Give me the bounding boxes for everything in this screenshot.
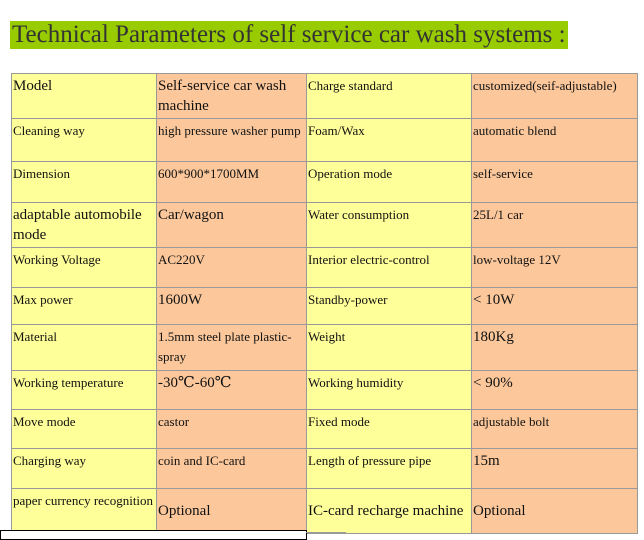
parameter-value: < 90%	[471, 370, 638, 410]
parameter-label: Operation mode	[306, 161, 472, 203]
parameter-value: 15m	[471, 448, 638, 489]
parameter-label: Charge standard	[306, 73, 472, 119]
table-row: adaptable automobile mode Car/wagon Water …	[11, 202, 638, 248]
parameter-value: self-service	[471, 161, 638, 203]
parameter-label: Model	[11, 73, 157, 119]
parameter-label: Interior electric-control	[306, 247, 472, 288]
table-row: Model Self-service car wash machine Charge…	[11, 73, 638, 119]
parameter-value: 1600W	[156, 287, 307, 325]
parameter-value: low-voltage 12V	[471, 247, 638, 288]
parameter-label: Working Voltage	[11, 247, 157, 288]
parameter-value: -30℃-60℃	[156, 370, 307, 410]
table-row: Working temperature -30℃-60℃ Working humid…	[11, 370, 638, 410]
parameter-value: coin and IC-card	[156, 448, 307, 489]
parameter-value: 1.5mm steel plate plastic-spray	[156, 324, 307, 371]
parameter-label: adaptable automobile mode	[11, 202, 157, 248]
parameter-value: castor	[156, 409, 307, 449]
table-row: Max power 1600W Standby-power < 10W	[11, 287, 638, 325]
parameter-label: Cleaning way	[11, 118, 157, 162]
parameter-value: adjustable bolt	[471, 409, 638, 449]
technical-parameters-table: Model Self-service car wash machine Charge…	[11, 73, 638, 534]
parameter-value: AC220V	[156, 247, 307, 288]
parameter-label: IC-card recharge machine	[306, 488, 472, 534]
truncated-caption-box	[0, 530, 307, 540]
parameter-label: Working temperature	[11, 370, 157, 410]
parameter-label: Standby-power	[306, 287, 472, 325]
parameter-value: customized(seif-adjustable)	[471, 73, 638, 119]
parameter-value: Self-service car wash machine	[156, 73, 307, 119]
parameter-label: paper currency recognition	[11, 488, 157, 534]
table-row: Working Voltage AC220V Interior electric-c…	[11, 247, 638, 288]
parameter-value: high pressure washer pump	[156, 118, 307, 162]
parameter-label: Material	[11, 324, 157, 371]
parameter-label: Move mode	[11, 409, 157, 449]
table-row: Move mode castor Fixed mode adjustable bolt	[11, 409, 638, 449]
parameter-label: Foam/Wax	[306, 118, 472, 162]
parameter-label: Max power	[11, 287, 157, 325]
table-row: Dimension 600*900*1700MM Operation mode sel…	[11, 161, 638, 203]
parameter-value: 600*900*1700MM	[156, 161, 307, 203]
parameter-label: Dimension	[11, 161, 157, 203]
parameter-value: Optional	[471, 488, 638, 534]
parameter-value: 180Kg	[471, 324, 638, 371]
table-row: paper currency recognition Optional IC-car…	[11, 488, 638, 534]
parameter-label: Length of pressure pipe	[306, 448, 472, 489]
parameter-value: automatic blend	[471, 118, 638, 162]
parameter-label: Fixed mode	[306, 409, 472, 449]
parameter-value: Optional	[156, 488, 307, 534]
parameter-label: Water consumption	[306, 202, 472, 248]
parameter-label: Weight	[306, 324, 472, 371]
parameter-value: 25L/1 car	[471, 202, 638, 248]
parameter-value: < 10W	[471, 287, 638, 325]
parameter-label: Working humidity	[306, 370, 472, 410]
divider	[306, 532, 346, 533]
table-row: Cleaning way high pressure washer pump Foa…	[11, 118, 638, 162]
parameter-value: Car/wagon	[156, 202, 307, 248]
page-title: Technical Parameters of self service car…	[10, 21, 568, 49]
parameter-label: Charging way	[11, 448, 157, 489]
table-row: Charging way coin and IC-card Length of pr…	[11, 448, 638, 489]
table-row: Material 1.5mm steel plate plastic-spray W…	[11, 324, 638, 371]
